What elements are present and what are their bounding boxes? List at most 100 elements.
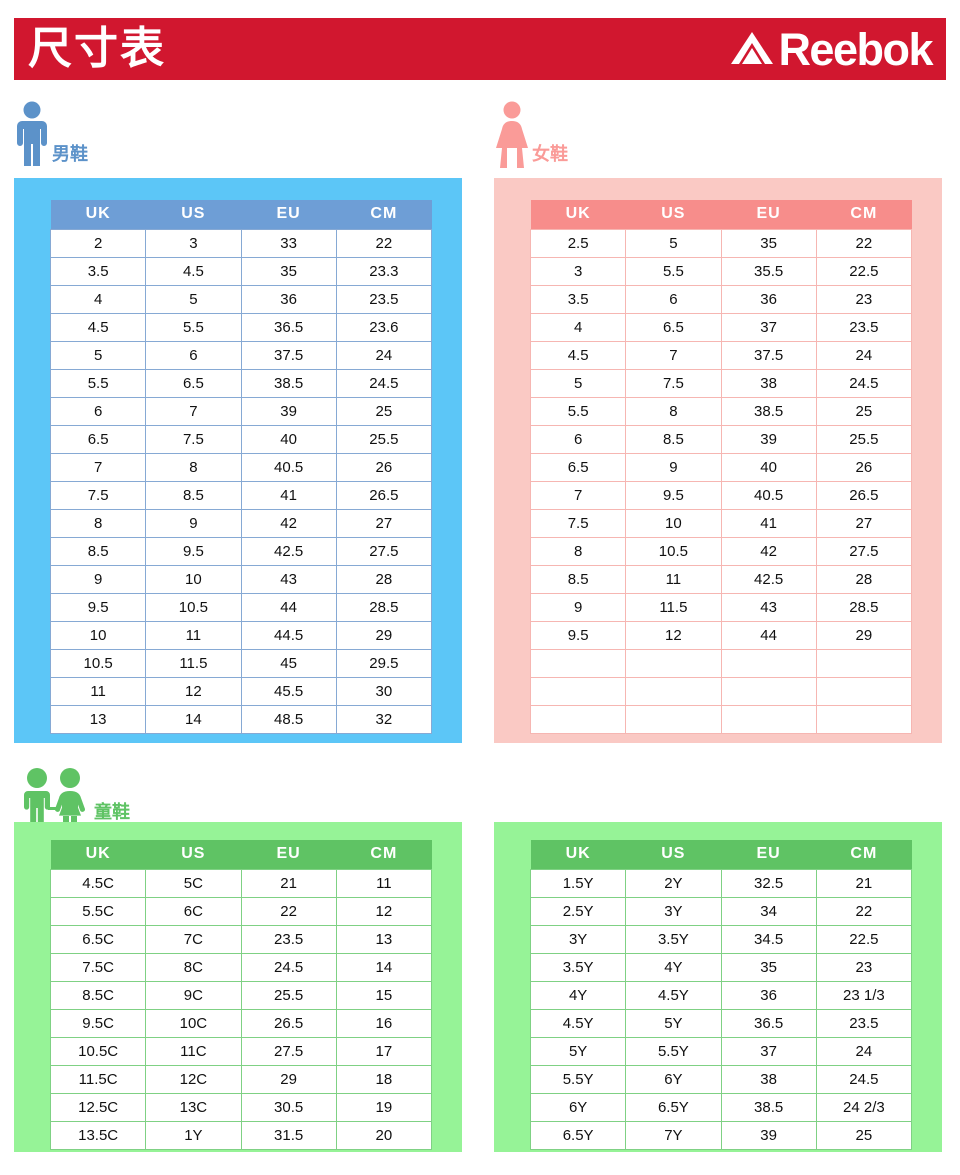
men-table-body: 2 3 33 22 3.5 4.5 35 23.3 4 5 36 23.5 4.5 5.5 36.5 23.6… (49, 229, 433, 734)
table-cell-eu: 36 (720, 981, 817, 1010)
table-cell-us (625, 649, 722, 678)
table-cell-us: 7C (145, 925, 242, 954)
table-cell-eu: 48.5 (240, 705, 337, 734)
table-cell-eu: 33 (240, 229, 337, 258)
table-cell-eu: 36 (240, 285, 337, 314)
table-cell-cm: 23.3 (335, 257, 433, 286)
table-cell-eu: 40 (240, 425, 337, 454)
table-cell-uk: 6Y (529, 1093, 627, 1122)
table-row: 5.5C 6C 22 12 (49, 897, 433, 926)
table-cell-cm: 24 2/3 (815, 1093, 913, 1122)
table-cell-eu: 26.5 (240, 1009, 337, 1038)
table-cell-cm: 15 (335, 981, 433, 1010)
men-size-table: UK US EU CM 2 3 33 22 3.5 4.5 35 23.3 4 5 36 23.5 4.… (49, 200, 433, 734)
table-cell-uk: 7 (529, 481, 627, 510)
table-cell-uk: 13.5C (49, 1121, 147, 1150)
table-cell-us: 4Y (625, 953, 722, 982)
table-row: 3.5 4.5 35 23.3 (49, 257, 433, 286)
table-cell-us: 11.5 (625, 593, 722, 622)
table-row: 5 7.5 38 24.5 (529, 369, 913, 398)
table-cell-cm: 26.5 (815, 481, 913, 510)
table-cell-us: 6Y (625, 1065, 722, 1094)
table-cell-eu: 35 (240, 257, 337, 286)
table-cell-eu: 38 (720, 1065, 817, 1094)
table-row: 10.5 11.5 45 29.5 (49, 649, 433, 678)
male-figure-icon (17, 101, 47, 166)
table-cell-eu: 23.5 (240, 925, 337, 954)
table-cell-us: 5.5Y (625, 1037, 722, 1066)
table-cell-eu: 36.5 (240, 313, 337, 342)
table-cell-cm: 24 (815, 1037, 913, 1066)
table-cell-us: 7.5 (625, 369, 722, 398)
page-title: 尺寸表 (28, 23, 166, 74)
kids-size-table-right: UK US EU CM 1.5Y 2Y 32.5 21 2.5Y 3Y 34 22 3Y 3.5Y… (529, 840, 913, 1150)
table-cell-us: 6 (145, 341, 242, 370)
table-cell-us: 6.5 (625, 313, 722, 342)
table-cell-uk: 5.5C (49, 897, 147, 926)
table-row: 6.5Y 7Y 39 25 (529, 1121, 913, 1150)
table-cell-cm: 25 (815, 397, 913, 426)
table-cell-eu: 36 (720, 285, 817, 314)
table-row: 8.5 11 42.5 28 (529, 565, 913, 594)
table-cell-us: 10.5 (625, 537, 722, 566)
table-row: 5 6 37.5 24 (49, 341, 433, 370)
table-header-row: UK US EU CM (50, 840, 432, 870)
table-cell-eu: 34.5 (720, 925, 817, 954)
table-cell-eu: 35.5 (720, 257, 817, 286)
table-row: 6 7 39 25 (49, 397, 433, 426)
table-cell-cm: 12 (335, 897, 433, 926)
table-row: 9 10 43 28 (49, 565, 433, 594)
table-cell-us (625, 677, 722, 706)
table-row: 5.5 8 38.5 25 (529, 397, 913, 426)
table-cell-eu: 32.5 (720, 869, 817, 898)
table-cell-uk: 3.5Y (529, 953, 627, 982)
table-cell-eu: 39 (240, 397, 337, 426)
table-cell-eu: 27.5 (240, 1037, 337, 1066)
table-row: 3 5.5 35.5 22.5 (529, 257, 913, 286)
table-cell-cm: 24.5 (815, 369, 913, 398)
table-cell-eu (720, 677, 817, 706)
table-cell-us: 11 (145, 621, 242, 650)
kids-size-table-left: UK US EU CM 4.5C 5C 21 11 5.5C 6C 22 12 6.5C 7C 23… (49, 840, 433, 1150)
table-row: 8.5C 9C 25.5 15 (49, 981, 433, 1010)
table-cell-eu: 38.5 (240, 369, 337, 398)
brand-name: Reebok (778, 23, 933, 75)
table-cell-cm: 13 (335, 925, 433, 954)
table-cell-us: 6 (625, 285, 722, 314)
column-header-cm: CM (816, 200, 912, 230)
table-cell-uk (529, 677, 627, 706)
table-cell-uk: 5.5Y (529, 1065, 627, 1094)
table-cell-eu: 39 (720, 1121, 817, 1150)
table-row (529, 705, 913, 734)
table-row: 6.5C 7C 23.5 13 (49, 925, 433, 954)
table-cell-eu: 25.5 (240, 981, 337, 1010)
table-cell-cm: 22.5 (815, 257, 913, 286)
table-header-row: UK US EU CM (530, 840, 912, 870)
table-cell-eu: 41 (240, 481, 337, 510)
table-cell-cm: 23 (815, 285, 913, 314)
table-cell-us: 10 (625, 509, 722, 538)
table-cell-uk: 4.5Y (529, 1009, 627, 1038)
table-cell-us: 5Y (625, 1009, 722, 1038)
table-cell-cm: 11 (335, 869, 433, 898)
table-cell-eu: 38.5 (720, 1093, 817, 1122)
table-cell-uk: 11.5C (49, 1065, 147, 1094)
table-cell-uk: 8.5C (49, 981, 147, 1010)
table-cell-us: 7.5 (145, 425, 242, 454)
reebok-delta-icon (731, 32, 774, 64)
table-row: 6.5 7.5 40 25.5 (49, 425, 433, 454)
table-cell-us: 9 (145, 509, 242, 538)
table-cell-eu: 43 (240, 565, 337, 594)
table-cell-uk: 3Y (529, 925, 627, 954)
table-cell-us: 6.5Y (625, 1093, 722, 1122)
table-cell-us: 5 (145, 285, 242, 314)
table-cell-uk: 11 (49, 677, 147, 706)
table-cell-cm: 19 (335, 1093, 433, 1122)
table-row: 9.5 12 44 29 (529, 621, 913, 650)
table-cell-us: 7 (145, 397, 242, 426)
table-cell-us: 10.5 (145, 593, 242, 622)
table-cell-uk: 9 (49, 565, 147, 594)
table-cell-cm: 17 (335, 1037, 433, 1066)
table-cell-uk: 7.5 (49, 481, 147, 510)
table-cell-uk (529, 705, 627, 734)
